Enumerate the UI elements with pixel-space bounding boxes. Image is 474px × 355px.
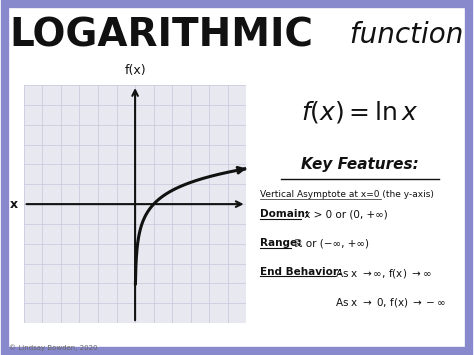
Text: $f(x) = \ln x$: $f(x) = \ln x$ <box>301 99 419 125</box>
Text: As x $\to$ 0, f(x) $\to -\infty$: As x $\to$ 0, f(x) $\to -\infty$ <box>335 296 446 309</box>
Text: x > 0 or (0, +∞): x > 0 or (0, +∞) <box>301 209 388 219</box>
Text: ℝ or (−∞, +∞): ℝ or (−∞, +∞) <box>292 238 369 248</box>
Text: Vertical Asymptote at x=0 (the y-axis): Vertical Asymptote at x=0 (the y-axis) <box>260 190 434 199</box>
Text: x: x <box>10 198 18 211</box>
Text: Key Features:: Key Features: <box>301 157 419 172</box>
Text: As x $\to \infty$, f(x) $\to \infty$: As x $\to \infty$, f(x) $\to \infty$ <box>335 267 432 280</box>
Text: f(x): f(x) <box>124 64 146 77</box>
Text: LOGARITHMIC: LOGARITHMIC <box>9 16 313 54</box>
Text: Range:: Range: <box>260 238 301 248</box>
Text: Domain:: Domain: <box>260 209 309 219</box>
Text: End Behavior:: End Behavior: <box>260 267 342 277</box>
Text: function: function <box>341 21 464 49</box>
Text: © Lindsay Bowden, 2020: © Lindsay Bowden, 2020 <box>9 345 98 351</box>
